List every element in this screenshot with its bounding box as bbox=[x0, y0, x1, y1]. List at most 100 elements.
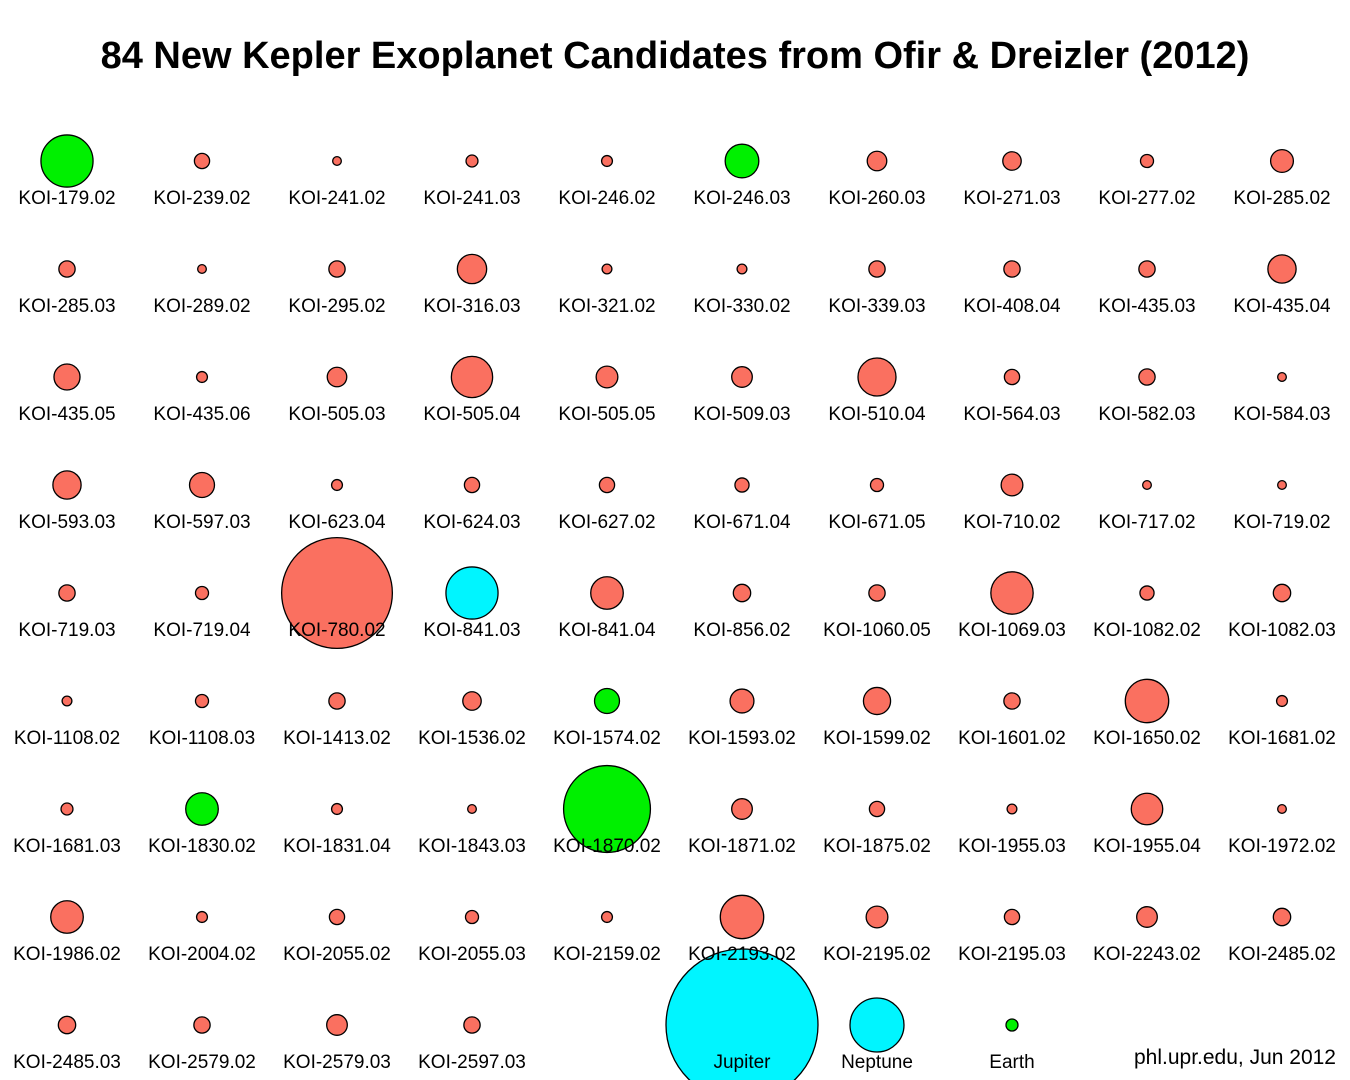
planet-label-koi-2195-03: KOI-2195.03 bbox=[958, 944, 1066, 965]
planet-circle-koi-623-04 bbox=[330, 478, 344, 492]
planet-circle-koi-1870-02 bbox=[562, 764, 652, 854]
planet-label-koi-289-02: KOI-289.02 bbox=[153, 296, 250, 317]
planet-label-koi-435-05: KOI-435.05 bbox=[18, 404, 115, 425]
planet-label-koi-260-03: KOI-260.03 bbox=[828, 188, 925, 209]
planet-circle-koi-2485-03 bbox=[57, 1015, 77, 1035]
planet-label-koi-710-02: KOI-710.02 bbox=[963, 512, 1060, 533]
planet-label-koi-1574-02: KOI-1574.02 bbox=[553, 728, 661, 749]
planet-circle-koi-2597-03 bbox=[463, 1016, 481, 1034]
planet-label-koi-179-02: KOI-179.02 bbox=[18, 188, 115, 209]
planet-label-koi-1108-03: KOI-1108.03 bbox=[149, 728, 255, 749]
planet-circle-koi-510-04 bbox=[857, 357, 897, 397]
planet-label-koi-719-02: KOI-719.02 bbox=[1233, 512, 1330, 533]
planet-circle-koi-2055-02 bbox=[328, 908, 346, 926]
planet-label-koi-246-03: KOI-246.03 bbox=[693, 188, 790, 209]
planet-circle-koi-2193-02 bbox=[719, 894, 765, 940]
planet-circle-koi-597-03 bbox=[188, 471, 216, 499]
planet-circle-koi-856-02 bbox=[732, 583, 752, 603]
planet-circle-koi-1060-05 bbox=[868, 584, 886, 602]
planet-label-koi-856-02: KOI-856.02 bbox=[693, 620, 790, 641]
planet-circle-koi-316-03 bbox=[456, 253, 488, 285]
planet-label-koi-1870-02: KOI-1870.02 bbox=[553, 836, 661, 857]
planet-circle-koi-1082-03 bbox=[1272, 583, 1292, 603]
planet-label-koi-1955-03: KOI-1955.03 bbox=[958, 836, 1066, 857]
planet-label-koi-246-02: KOI-246.02 bbox=[558, 188, 655, 209]
planet-circle-koi-2004-02 bbox=[195, 910, 209, 924]
planet-circle-koi-277-02 bbox=[1139, 153, 1155, 169]
credit-text: phl.upr.edu, Jun 2012 bbox=[1133, 1046, 1336, 1069]
reference-circle-jupiter bbox=[665, 948, 819, 1080]
planet-circle-koi-239-02 bbox=[193, 152, 211, 170]
planet-circle-koi-1574-02 bbox=[593, 687, 621, 715]
planet-label-koi-2597-03: KOI-2597.03 bbox=[418, 1052, 526, 1073]
planet-label-koi-841-04: KOI-841.04 bbox=[558, 620, 656, 641]
planet-circle-koi-719-04 bbox=[194, 585, 210, 601]
planet-label-koi-505-05: KOI-505.05 bbox=[558, 404, 655, 425]
planet-label-koi-1830-02: KOI-1830.02 bbox=[148, 836, 256, 857]
planet-label-koi-277-02: KOI-277.02 bbox=[1098, 188, 1195, 209]
planet-circle-koi-408-04 bbox=[1003, 260, 1021, 278]
planet-label-koi-241-03: KOI-241.03 bbox=[423, 188, 520, 209]
planet-label-koi-1536-02: KOI-1536.02 bbox=[418, 728, 526, 749]
planet-circle-koi-2579-03 bbox=[326, 1014, 348, 1036]
planet-label-koi-509-03: KOI-509.03 bbox=[693, 404, 790, 425]
planet-circle-koi-435-04 bbox=[1267, 254, 1297, 284]
planet-circle-koi-321-02 bbox=[601, 263, 613, 275]
planet-label-koi-1082-03: KOI-1082.03 bbox=[1228, 620, 1336, 641]
planet-label-koi-597-03: KOI-597.03 bbox=[153, 512, 250, 533]
planet-circle-koi-285-03 bbox=[58, 260, 76, 278]
planet-circle-koi-1601-02 bbox=[1003, 692, 1021, 710]
planet-circle-koi-1875-02 bbox=[868, 800, 886, 818]
planet-label-koi-295-02: KOI-295.02 bbox=[288, 296, 385, 317]
planet-circle-koi-2579-02 bbox=[193, 1016, 211, 1034]
planet-label-koi-505-03: KOI-505.03 bbox=[288, 404, 385, 425]
planet-label-koi-2004-02: KOI-2004.02 bbox=[148, 944, 256, 965]
planet-circle-koi-1831-04 bbox=[330, 802, 344, 816]
planet-label-koi-2193-02: KOI-2193.02 bbox=[688, 944, 796, 965]
reference-circle-earth bbox=[1005, 1018, 1019, 1032]
planet-label-koi-1060-05: KOI-1060.05 bbox=[823, 620, 931, 641]
planet-label-koi-1593-02: KOI-1593.02 bbox=[688, 728, 796, 749]
planet-circle-koi-584-03 bbox=[1277, 372, 1287, 382]
planet-label-koi-2579-02: KOI-2579.02 bbox=[148, 1052, 256, 1073]
chart-title: 84 New Kepler Exoplanet Candidates from … bbox=[100, 35, 1250, 77]
planet-label-koi-627-02: KOI-627.02 bbox=[558, 512, 655, 533]
planet-label-koi-2485-03: KOI-2485.03 bbox=[13, 1052, 121, 1073]
planet-label-koi-1108-02: KOI-1108.02 bbox=[14, 728, 120, 749]
planet-label-koi-1650-02: KOI-1650.02 bbox=[1093, 728, 1201, 749]
planet-label-koi-2159-02: KOI-2159.02 bbox=[553, 944, 661, 965]
planet-circle-koi-710-02 bbox=[1000, 473, 1024, 497]
planet-circle-koi-339-03 bbox=[868, 260, 886, 278]
planet-label-koi-1972-02: KOI-1972.02 bbox=[1228, 836, 1336, 857]
planet-label-koi-1871-02: KOI-1871.02 bbox=[688, 836, 796, 857]
planet-label-koi-435-06: KOI-435.06 bbox=[153, 404, 250, 425]
planet-label-koi-584-03: KOI-584.03 bbox=[1233, 404, 1330, 425]
planet-label-koi-671-04: KOI-671.04 bbox=[693, 512, 791, 533]
planet-label-koi-1986-02: KOI-1986.02 bbox=[13, 944, 121, 965]
planet-circle-koi-1593-02 bbox=[729, 688, 755, 714]
planet-label-koi-841-03: KOI-841.03 bbox=[423, 620, 520, 641]
planet-circle-koi-719-03 bbox=[58, 584, 76, 602]
planet-circle-koi-1972-02 bbox=[1277, 804, 1287, 814]
planet-circle-koi-780-02 bbox=[280, 536, 394, 650]
reference-label-neptune: Neptune bbox=[841, 1052, 913, 1073]
planet-circle-koi-435-06 bbox=[195, 370, 209, 384]
planet-circle-koi-717-02 bbox=[1142, 480, 1152, 490]
planet-label-koi-271-03: KOI-271.03 bbox=[963, 188, 1060, 209]
planet-circle-koi-330-02 bbox=[736, 263, 748, 275]
planet-circle-koi-241-02 bbox=[332, 156, 342, 166]
planet-label-koi-717-02: KOI-717.02 bbox=[1098, 512, 1195, 533]
planet-label-koi-624-03: KOI-624.03 bbox=[423, 512, 520, 533]
planet-label-koi-2243-02: KOI-2243.02 bbox=[1093, 944, 1201, 965]
planet-circle-koi-1413-02 bbox=[328, 692, 346, 710]
planet-label-koi-435-03: KOI-435.03 bbox=[1098, 296, 1195, 317]
reference-circle-neptune bbox=[849, 997, 905, 1053]
planet-circle-koi-435-05 bbox=[53, 363, 81, 391]
planet-circle-koi-1650-02 bbox=[1124, 678, 1170, 724]
planet-circle-koi-1843-03 bbox=[467, 804, 477, 814]
planet-circle-koi-260-03 bbox=[866, 150, 888, 172]
planet-circle-koi-1108-02 bbox=[61, 695, 73, 707]
planet-circle-koi-241-03 bbox=[465, 154, 479, 168]
reference-label-jupiter: Jupiter bbox=[713, 1052, 771, 1073]
planet-circle-koi-2195-02 bbox=[865, 905, 889, 929]
